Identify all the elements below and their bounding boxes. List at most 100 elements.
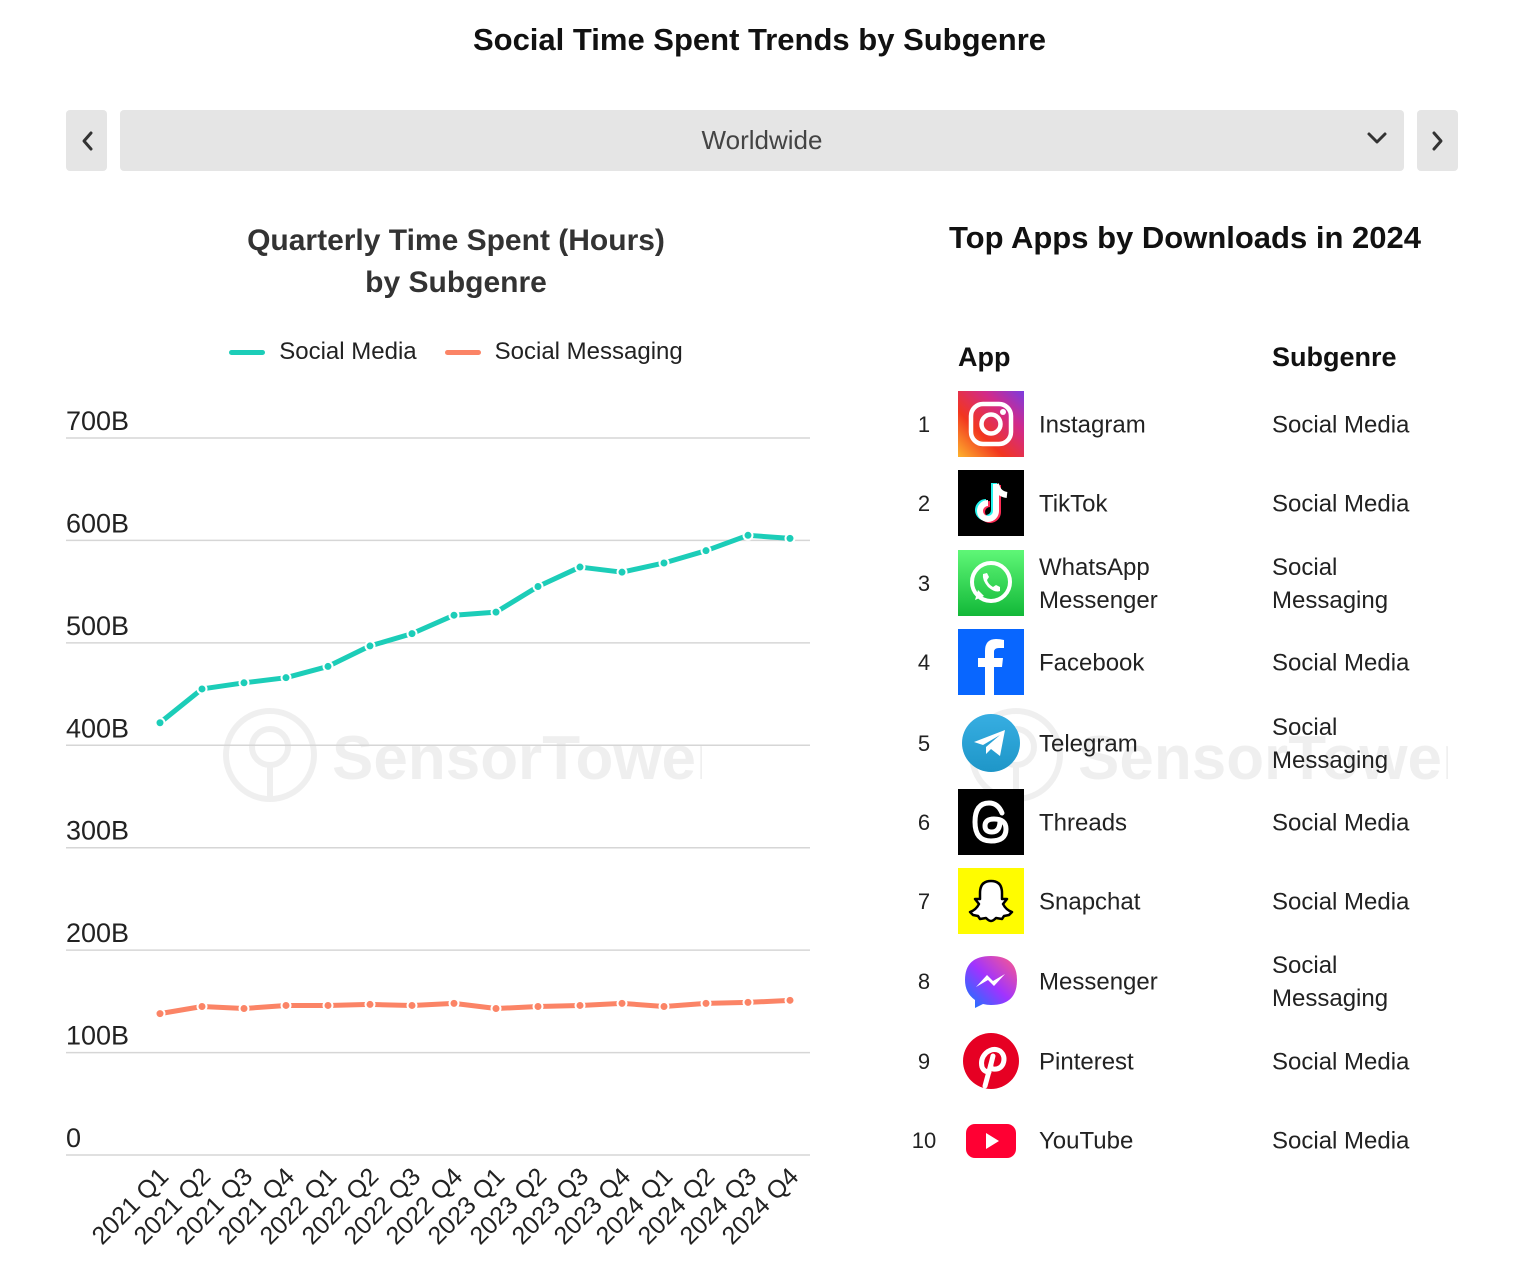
table-row[interactable]: 5 Telegram Social Messaging — [900, 710, 1460, 778]
instagram-icon — [958, 391, 1024, 457]
legend-item-social-messaging[interactable]: Social Messaging — [444, 338, 683, 366]
page-title: Social Time Spent Trends by Subgenre — [472, 22, 1047, 57]
app-subgenre: Social Media — [1272, 809, 1410, 837]
app-subgenre: Social Messaging — [1272, 554, 1389, 614]
data-point — [532, 581, 544, 593]
data-point — [322, 660, 334, 672]
table-row[interactable]: 2 TikTok Social Media — [900, 470, 1460, 538]
table-row[interactable]: 7 Snapchat Social Media — [900, 868, 1460, 936]
app-name: Facebook — [1039, 649, 1145, 677]
series-line — [157, 532, 793, 726]
y-tick-label: 200B — [66, 918, 129, 948]
chevron-right-icon — [1432, 131, 1442, 150]
rank: 10 — [911, 1128, 937, 1153]
table-row[interactable]: 1 Instagram Social Media — [900, 391, 1460, 459]
data-point — [742, 529, 754, 541]
chart-title-line: Quarterly Time Spent (Hours) — [247, 224, 665, 257]
data-point — [616, 566, 628, 578]
rank: 1 — [917, 412, 931, 437]
tiktok-icon — [958, 470, 1024, 536]
app-name: Snapchat — [1039, 888, 1141, 916]
previous-button[interactable] — [66, 110, 107, 171]
table-row[interactable]: 4 Facebook Social Media — [900, 629, 1460, 697]
region-value: Worldwide — [701, 125, 823, 155]
next-button[interactable] — [1417, 110, 1458, 171]
app-name: WhatsApp Messenger — [1039, 554, 1158, 614]
app-name: YouTube — [1039, 1127, 1134, 1155]
data-point — [280, 999, 292, 1011]
data-point — [448, 997, 460, 1009]
data-point — [784, 532, 796, 544]
rank: 6 — [917, 810, 931, 835]
data-point — [154, 717, 166, 729]
app-subgenre: Social Media — [1272, 411, 1410, 439]
y-tick-label: 700B — [66, 406, 129, 436]
facebook-icon — [958, 629, 1024, 695]
legend-swatch — [444, 349, 481, 355]
data-point — [574, 999, 586, 1011]
rank: 3 — [917, 571, 931, 596]
app-name: Instagram — [1039, 411, 1146, 439]
chart-subtitle: by Subgenre — [365, 266, 547, 299]
rank: 7 — [917, 889, 931, 914]
data-point — [658, 557, 670, 569]
app-subgenre: Social Media — [1272, 490, 1410, 518]
data-point — [700, 545, 712, 557]
y-tick-label: 400B — [66, 713, 129, 743]
data-point — [196, 683, 208, 695]
data-point — [448, 609, 460, 621]
y-tick-label: 0 — [66, 1123, 81, 1153]
pinterest-icon — [963, 1033, 1019, 1089]
table-row[interactable]: 10 YouTube Social Media — [900, 1107, 1460, 1175]
app-name: Threads — [1039, 809, 1128, 837]
chart-legend: Social Media Social Messaging — [66, 338, 846, 366]
snapchat-icon — [958, 868, 1024, 934]
whatsapp-icon — [958, 550, 1024, 616]
app-name: Pinterest — [1039, 1048, 1134, 1076]
table-row[interactable]: 9 Pinterest Social Media — [900, 1028, 1460, 1096]
data-point — [280, 672, 292, 684]
data-point — [700, 997, 712, 1009]
table-row[interactable]: 6 Threads Social Media — [900, 789, 1460, 857]
data-point — [364, 640, 376, 652]
rank: 4 — [917, 650, 931, 675]
messenger-icon — [965, 956, 1017, 1008]
data-point — [196, 1000, 208, 1012]
data-point — [658, 1000, 670, 1012]
table-title: Top Apps by Downloads in 2024 — [949, 220, 1421, 255]
chevron-down-icon — [1367, 132, 1387, 144]
data-point — [574, 561, 586, 573]
threads-icon — [958, 789, 1024, 855]
data-point — [322, 999, 334, 1011]
table-row[interactable]: 8 Messenger Social Messaging — [900, 948, 1460, 1016]
telegram-icon — [962, 714, 1020, 772]
region-dropdown[interactable]: Worldwide — [120, 110, 1404, 171]
data-point — [154, 1008, 166, 1020]
column-header-subgenre: Subgenre — [1272, 342, 1397, 372]
data-point — [406, 628, 418, 640]
youtube-icon — [966, 1124, 1016, 1158]
data-point — [238, 677, 250, 689]
y-tick-label: 300B — [66, 816, 129, 846]
legend-swatch — [229, 349, 266, 355]
app-subgenre: Social Media — [1272, 649, 1410, 677]
y-tick-label: 100B — [66, 1021, 129, 1051]
column-header-app: App — [958, 342, 1011, 372]
table-row[interactable]: 3 WhatsApp Messenger Social Messaging — [900, 550, 1460, 618]
rank: 5 — [917, 731, 931, 756]
app-subgenre: Social Messaging — [1272, 714, 1389, 774]
data-point — [532, 1000, 544, 1012]
legend-item-social-media[interactable]: Social Media — [229, 338, 417, 366]
chevron-left-icon — [82, 131, 92, 150]
chart-title: Quarterly Time Spent (Hours) by Subgenre — [66, 220, 846, 304]
rank: 8 — [917, 969, 931, 994]
app-subgenre: Social Messaging — [1272, 952, 1389, 1012]
data-point — [490, 606, 502, 618]
app-name: Messenger — [1039, 968, 1158, 996]
y-tick-label: 500B — [66, 611, 129, 641]
data-point — [490, 1003, 502, 1015]
rank: 2 — [917, 491, 931, 516]
app-name: Telegram — [1039, 730, 1138, 758]
legend-label: Social Messaging — [494, 338, 683, 365]
